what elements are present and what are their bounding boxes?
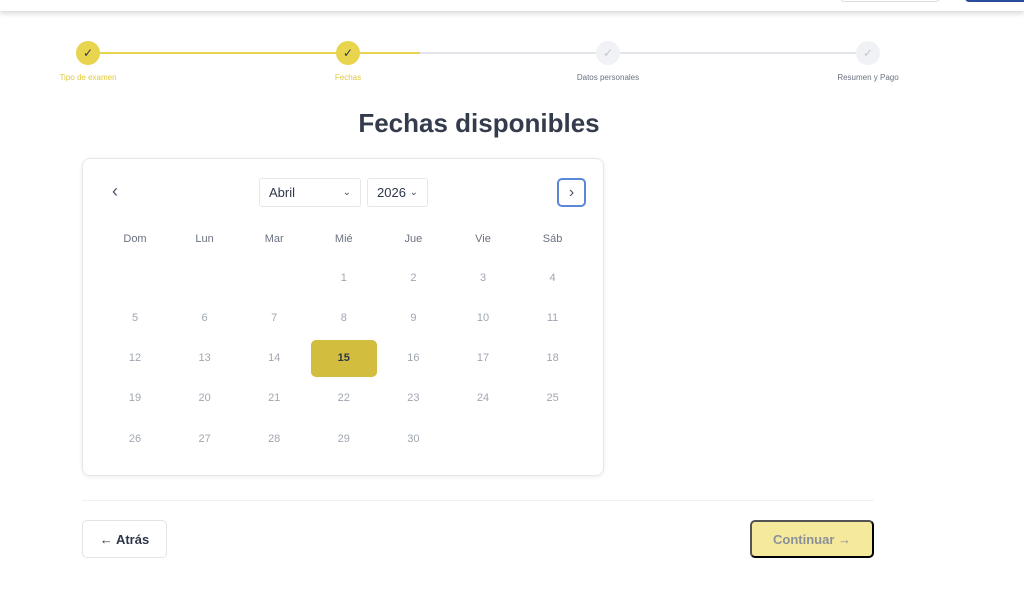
stepper-progress	[88, 52, 420, 54]
step-3-indicator: ✓	[596, 41, 620, 65]
day-cell[interactable]: 20	[198, 392, 211, 405]
day-cell[interactable]: 27	[198, 432, 211, 445]
month-value: Abril	[269, 185, 296, 200]
chevron-right-icon: ›	[568, 183, 575, 201]
weekday-header: Jue	[404, 233, 423, 245]
day-cell[interactable]: 30	[407, 432, 420, 445]
day-cell[interactable]: 9	[410, 311, 417, 324]
day-cell[interactable]: 12	[128, 352, 142, 365]
chevron-left-icon: ‹	[112, 181, 118, 201]
continue-button[interactable]: Continuar →	[750, 520, 874, 558]
header-button-outline[interactable]	[840, 0, 940, 2]
day-cell[interactable]: 29	[337, 432, 350, 445]
day-cell[interactable]: 23	[407, 392, 420, 405]
day-cell[interactable]: 2	[410, 271, 417, 284]
weekday-header: Vie	[475, 233, 491, 245]
day-cell[interactable]: 16	[407, 352, 420, 365]
back-button[interactable]: ← Atrás	[82, 520, 167, 558]
day-cell[interactable]: 10	[476, 311, 490, 324]
day-cell[interactable]: 19	[128, 392, 142, 405]
stepper-track	[88, 52, 868, 54]
weekday-header: Sáb	[542, 233, 563, 245]
weekday-header: Lun	[195, 233, 214, 245]
page-title: Fechas disponibles	[358, 108, 600, 138]
day-selected[interactable]: 15	[310, 339, 377, 377]
day-cell[interactable]: 17	[476, 352, 490, 365]
top-header	[0, 0, 1024, 11]
divider	[82, 500, 874, 501]
step-1-indicator: ✓	[76, 41, 100, 65]
step-label: Fechas	[334, 73, 362, 82]
day-cell[interactable]: 8	[340, 311, 347, 324]
day-cell[interactable]: 28	[268, 432, 281, 445]
header-button-primary[interactable]	[965, 0, 1024, 2]
day-cell[interactable]: 21	[268, 392, 281, 405]
check-icon: ✓	[342, 46, 354, 60]
check-icon: ✓	[602, 46, 614, 60]
day-cell[interactable]: 4	[549, 271, 556, 284]
check-icon: ✓	[82, 46, 94, 60]
day-cell[interactable]: 24	[476, 392, 490, 405]
next-month-button[interactable]: ›	[557, 178, 586, 207]
weekday-header: Dom	[123, 233, 147, 245]
weekday-header: Mar	[264, 233, 284, 245]
step-4-indicator: ✓	[856, 41, 880, 65]
step-label: Resumen y Pago	[837, 73, 899, 82]
day-cell[interactable]: 14	[268, 352, 281, 365]
day-cell[interactable]: 3	[479, 271, 487, 284]
day-cell[interactable]: 1	[340, 271, 347, 284]
day-cell[interactable]: 6	[201, 311, 208, 324]
step-2-indicator: ✓	[336, 41, 360, 65]
day-cell[interactable]: 13	[198, 352, 211, 365]
day-cell[interactable]: 5	[131, 311, 139, 324]
weekday-header: Mié	[334, 233, 353, 245]
year-select[interactable]: 2026 ⌄	[367, 178, 428, 207]
check-icon: ✓	[862, 46, 874, 60]
step-label: Datos personales	[576, 73, 640, 82]
day-cell[interactable]: 11	[546, 311, 559, 324]
day-cell[interactable]: 22	[337, 392, 350, 405]
day-cell[interactable]: 25	[546, 392, 559, 405]
year-value: 2026	[377, 185, 406, 200]
chevron-down-icon: ⌄	[342, 187, 351, 198]
day-cell[interactable]: 18	[546, 352, 559, 365]
day-cell[interactable]: 26	[128, 432, 142, 445]
chevron-down-icon: ⌄	[409, 187, 418, 198]
step-label: Tipo de examen	[59, 73, 117, 82]
month-select[interactable]: Abril ⌄	[259, 178, 361, 207]
calendar: ‹ Abril ⌄ 2026 ⌄ › Dom Lun Mar Mié Jue Vie Sáb…	[82, 158, 604, 476]
prev-month-button[interactable]: ‹	[105, 181, 125, 203]
day-cell[interactable]: 7	[271, 311, 278, 324]
